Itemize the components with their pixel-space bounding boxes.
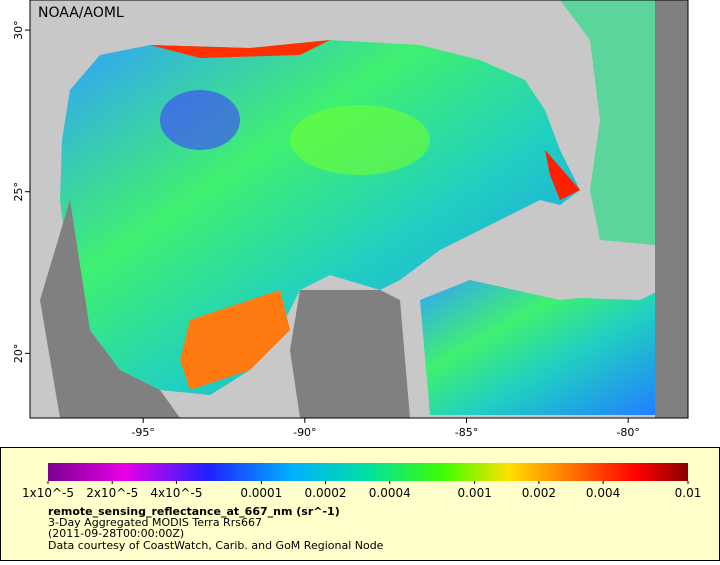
x-tick-label: -90°: [293, 426, 316, 439]
colorbar-tick-label: 4x10^-5: [150, 486, 202, 500]
atlantic: [560, 0, 655, 245]
colorbar-tick-label: 2x10^-5: [86, 486, 138, 500]
no-data: [40, 200, 180, 418]
y-tick-label: 30°: [12, 20, 25, 40]
mid-area: [290, 105, 430, 175]
colorbar-tick-label: 1x10^-5: [22, 486, 74, 500]
caribbean: [420, 280, 655, 415]
colorbar-tick-label: 0.001: [457, 486, 491, 500]
colorbar-tick-label: 0.0002: [305, 486, 347, 500]
x-tick-label: -80°: [616, 426, 639, 439]
coastal-high: [180, 290, 290, 390]
low-area: [160, 90, 240, 150]
y-tick-label: 25°: [12, 182, 25, 202]
coastal-high: [545, 150, 580, 200]
colorbar: [48, 463, 688, 481]
x-tick-label: -95°: [131, 426, 154, 439]
legend-line: 3-Day Aggregated MODIS Terra Rrs667: [48, 516, 262, 529]
x-tick-label: -85°: [455, 426, 478, 439]
coastal-high: [150, 40, 330, 58]
watermark: NOAA/AOML: [38, 5, 124, 21]
colorbar-tick-label: 0.01: [675, 486, 702, 500]
colorbar-tick-label: 0.004: [586, 486, 620, 500]
cuba: [470, 268, 660, 300]
colorbar-tick-label: 0.002: [522, 486, 556, 500]
colorbar-tick-label: 0.0004: [369, 486, 411, 500]
map-frame: [29, 0, 689, 419]
map-panel: NOAA/AOML: [29, 0, 689, 419]
legend-line: Data courtesy of CoastWatch, Carib. and …: [48, 539, 384, 552]
legend-title: remote_sensing_reflectance_at_667_nm (sr…: [48, 505, 340, 518]
no-data: [290, 290, 410, 418]
no-data: [655, 0, 688, 418]
legend-line: (2011-09-28T00:00:00Z): [48, 527, 184, 540]
colorbar-tick-label: 0.0001: [240, 486, 282, 500]
y-tick-label: 20°: [12, 344, 25, 364]
